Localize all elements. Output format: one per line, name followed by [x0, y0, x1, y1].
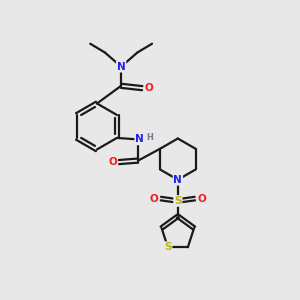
Text: O: O — [150, 194, 159, 204]
Text: H: H — [146, 134, 153, 142]
Text: O: O — [108, 157, 117, 167]
Text: N: N — [117, 62, 125, 72]
Text: S: S — [164, 242, 172, 252]
Text: N: N — [173, 175, 182, 185]
Text: O: O — [144, 83, 153, 93]
Text: N: N — [135, 134, 144, 144]
Text: O: O — [197, 194, 206, 204]
Text: S: S — [174, 196, 182, 206]
